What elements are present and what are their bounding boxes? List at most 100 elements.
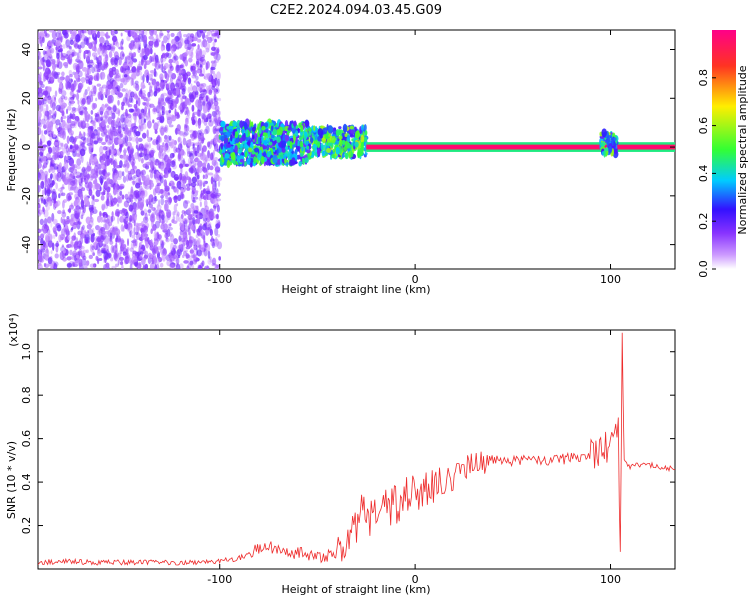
spectrogram-cell	[142, 264, 146, 269]
spectrogram-cell	[230, 152, 234, 159]
spectrogram-cell	[70, 217, 74, 222]
spectrogram-cell	[48, 168, 51, 173]
spectrogram-cell	[55, 104, 61, 112]
spectrogram-cell	[160, 239, 163, 244]
spectrogram-cell	[185, 225, 190, 232]
spectrogram-cell	[155, 256, 160, 266]
spectrogram-cell	[168, 135, 172, 141]
spectrogram-cell	[104, 173, 110, 177]
spectrogram-cell	[158, 188, 164, 195]
spectrogram-cell	[161, 63, 164, 73]
spectrogram-cell	[204, 30, 207, 33]
spectrogram-cell	[93, 198, 100, 203]
spectrogram-cell	[52, 112, 57, 117]
spectrogram-y-tick-label: -20	[20, 187, 33, 205]
spectrogram-cell	[79, 131, 82, 136]
spectrogram-cell	[258, 128, 262, 134]
spectrogram-cell	[198, 246, 202, 251]
spectrogram-cell	[208, 89, 213, 96]
spectrogram-cell	[46, 216, 52, 224]
spectrogram-cell	[38, 265, 40, 269]
spectrogram-cell	[40, 39, 43, 48]
spectrogram-cell	[65, 156, 69, 161]
spectrogram-cell	[84, 236, 89, 244]
spectrogram-cell	[206, 105, 210, 113]
spectrogram-cell	[613, 148, 618, 155]
spectrogram-cell	[246, 158, 251, 162]
spectrogram-cell	[202, 114, 206, 120]
spectrogram-cell	[87, 181, 93, 190]
spectrogram-cell	[200, 41, 205, 48]
spectrogram-cell	[210, 30, 213, 35]
spectrogram-cell	[195, 156, 199, 161]
spectrogram-cell	[176, 257, 180, 265]
spectrogram-cell	[85, 73, 90, 79]
spectrogram-cell	[131, 162, 135, 168]
spectrogram-cell	[118, 170, 123, 178]
spectrogram-cell	[167, 82, 173, 89]
spectrogram-cell	[86, 67, 92, 75]
spectrogram-cell	[38, 66, 43, 70]
spectrogram-cell	[132, 58, 138, 63]
spectrogram-cell	[91, 52, 98, 58]
spectrogram-cell	[40, 118, 47, 125]
spectrogram-cell	[141, 232, 147, 237]
spectrogram-cell	[93, 30, 96, 38]
spectrogram-cell	[152, 253, 156, 261]
spectrogram-cell	[95, 189, 101, 198]
spectrogram-cell	[65, 108, 69, 115]
spectrogram-cell	[193, 196, 199, 200]
spectrogram-cell	[140, 95, 145, 100]
spectrogram-cell	[43, 78, 46, 83]
spectrogram-cell	[111, 112, 116, 120]
spectrogram-cell	[87, 86, 91, 92]
spectrogram-cell	[135, 169, 142, 178]
spectrogram-cell	[39, 55, 42, 62]
spectrogram-cell	[110, 149, 117, 155]
spectrogram-cell	[102, 233, 107, 238]
spectrogram-cell	[331, 135, 336, 144]
spectrogram-cell	[161, 92, 168, 97]
spectrogram-cell	[80, 199, 85, 208]
spectrogram-cell	[51, 118, 57, 125]
spectrogram-cell	[217, 221, 221, 228]
spectrogram-cell	[86, 165, 92, 172]
spectrogram-cell	[211, 78, 217, 88]
spectrogram-cell	[144, 263, 149, 269]
spectrogram-cell	[106, 41, 110, 46]
spectrogram-cell	[86, 161, 89, 167]
spectrogram-cell	[154, 158, 160, 166]
spectrogram-cell	[90, 115, 93, 123]
spectrogram-cell	[66, 135, 70, 145]
spectrogram-cell	[129, 116, 132, 122]
spectrogram-cell	[119, 209, 123, 214]
spectrogram-cell	[173, 55, 179, 61]
spectrogram-cell	[119, 216, 125, 223]
spectrogram-cell	[70, 49, 76, 57]
spectrogram-cell	[55, 182, 58, 190]
spectrogram-cell	[196, 249, 202, 257]
spectrogram-cell	[110, 58, 115, 63]
spectrogram-cell	[166, 259, 172, 267]
spectrogram-cell	[61, 85, 65, 91]
spectrogram-cell	[75, 153, 80, 157]
spectrogram-cell	[57, 210, 62, 215]
spectrogram-cell	[135, 100, 138, 105]
spectrogram-cell	[149, 262, 155, 269]
spectrogram-cell	[181, 254, 185, 259]
spectrogram-cell	[211, 46, 216, 52]
spectrogram-cell	[292, 121, 297, 127]
spectrogram-cell	[61, 90, 67, 97]
spectrogram-cell	[149, 244, 154, 251]
spectrogram-cell	[140, 210, 145, 216]
spectrogram-cell	[198, 102, 203, 108]
spectrogram-cell	[188, 57, 193, 63]
spectrogram-cell	[210, 193, 216, 198]
spectrogram-cell	[202, 234, 206, 241]
spectrogram-cell	[132, 112, 138, 117]
spectrogram-cell	[195, 205, 199, 209]
spectrogram-cell	[71, 109, 76, 113]
spectrogram-cell	[88, 188, 93, 197]
spectrogram-cell	[82, 106, 87, 110]
spectrogram-cell	[47, 256, 53, 265]
